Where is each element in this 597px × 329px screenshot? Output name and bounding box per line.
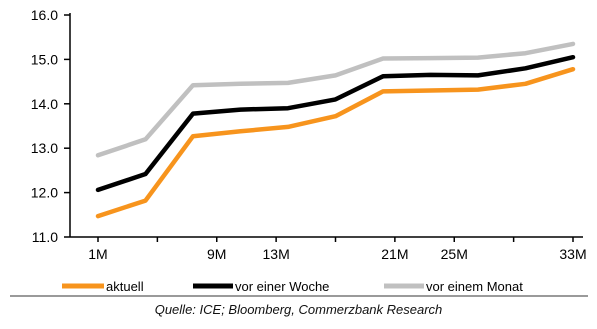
y-tick-label: 13.0 <box>31 140 58 156</box>
x-tick-label: 13M <box>263 246 290 262</box>
x-axis: 1M 9M 13M 21M 25M 33M <box>70 236 587 262</box>
x-tick-label: 1M <box>88 246 107 262</box>
x-tick-label: 33M <box>559 246 586 262</box>
y-tick-label: 12.0 <box>31 185 58 201</box>
separator-line <box>10 295 588 297</box>
series-layer <box>95 41 576 219</box>
x-tick-label: 21M <box>381 246 408 262</box>
legend: aktuell vor einer Woche vor einem Monat <box>62 279 523 294</box>
x-tick-label: 9M <box>207 246 226 262</box>
source-note: Quelle: ICE; Bloomberg, Commerzbank Rese… <box>154 302 443 317</box>
y-tick-label: 16.0 <box>31 7 58 23</box>
y-tick-label: 11.0 <box>32 229 58 245</box>
legend-label: vor einem Monat <box>426 279 523 294</box>
series-line-vor-einem-monat <box>95 41 576 158</box>
y-tick-label: 14.0 <box>31 96 58 112</box>
series-line-aktuell <box>95 66 576 219</box>
y-tick-label: 15.0 <box>31 51 58 67</box>
legend-label: aktuell <box>106 279 144 294</box>
legend-label: vor einer Woche <box>235 279 329 294</box>
y-axis: 11.0 12.0 13.0 14.0 15.0 16.0 <box>31 7 71 245</box>
series-line-vor-einer-woche <box>95 54 576 193</box>
x-tick-label: 25M <box>441 246 468 262</box>
